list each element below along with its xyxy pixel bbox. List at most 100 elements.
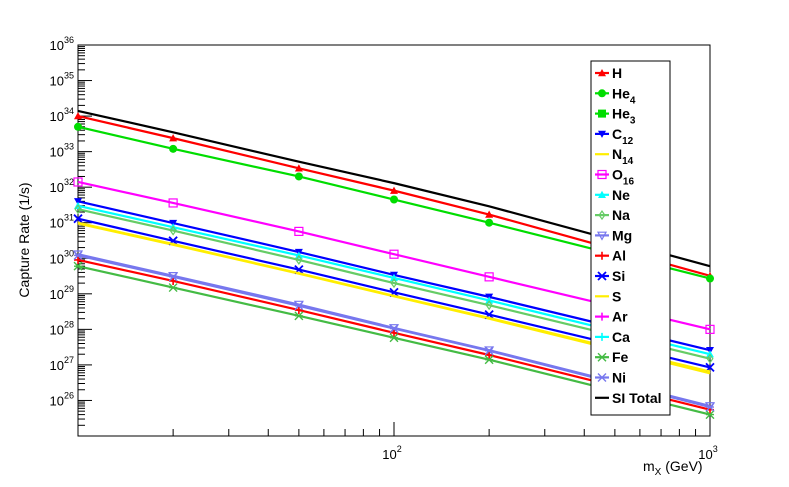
legend-entry: C12 [595,126,634,147]
series-he4 [74,122,714,283]
legend-entry: He3 [595,106,636,127]
data-point [390,273,398,282]
data-point [485,218,494,227]
y-tick-label: 1030 [50,248,74,266]
legend-marker [597,169,607,180]
data-point [169,144,178,153]
legend-label: Fe [612,349,629,365]
series-si-total [77,109,711,268]
data-point [390,328,398,337]
y-tick-label: 1026 [50,390,74,408]
legend-label: N14 [612,146,634,167]
data-point [705,402,715,412]
series-o16 [73,177,715,334]
legend-label: Na [612,207,630,223]
legend-entry: Ni [595,370,626,386]
data-point [74,112,82,120]
series-line [77,109,711,268]
series-line [77,217,711,369]
legend-entry: Al [595,248,626,264]
data-point [706,274,714,283]
legend-entry: N14 [595,146,634,167]
legend-marker [598,251,606,260]
series-line [77,221,711,373]
legend-entry: Ne [595,187,630,203]
data-point [294,226,304,237]
data-point [169,276,178,285]
y-tick-label: 1027 [50,355,74,373]
legend-marker [598,130,606,138]
data-point [168,272,178,282]
legend-entry: He4 [595,85,636,106]
data-point [169,225,177,236]
legend-entry: O16 [595,167,634,188]
legend-label: He4 [612,85,636,106]
data-point [73,214,83,224]
legend-entry: Ar [595,309,628,325]
legend-entry: Mg [595,227,632,243]
series-al [74,255,714,414]
data-point [294,306,303,315]
legend-entry: Ca [595,329,630,345]
y-axis-label: Capture Rate (1/s) [16,182,32,297]
legend-label: Ar [612,309,628,325]
series-line [77,115,711,277]
x-tick-label: 102 [382,444,401,462]
legend-entry: Na [595,207,630,223]
data-point [484,346,494,356]
y-tick-label: 1035 [50,71,74,89]
series-line [77,200,711,352]
legend-marker [598,190,606,198]
data-point [294,172,303,181]
data-point [705,410,715,420]
legend-entry: SI Total [595,390,662,406]
data-point [74,255,82,264]
data-point [484,272,494,282]
data-point [485,210,494,218]
data-point [73,261,83,271]
x-axis-ticks [77,422,697,436]
data-point [485,296,494,304]
series-na [74,204,714,364]
legend-label: SI Total [612,390,662,406]
legend-label: He3 [612,106,636,127]
legend-marker [597,352,607,362]
legend-marker [597,373,607,382]
legend-marker [596,231,608,241]
data-point [74,198,82,206]
data-point [390,195,398,204]
series-line [77,180,711,331]
data-point [294,311,304,321]
legend-marker [597,271,607,281]
legend-label: O16 [612,167,634,188]
data-point [485,351,494,360]
y-tick-label: 1029 [50,284,74,302]
legend-entry: H [595,65,622,81]
legend-label: Si [612,268,625,284]
data-point [484,355,494,365]
data-point [295,254,303,265]
data-point [389,249,399,259]
y-tick-label: 1031 [50,213,74,231]
legend-entry: Si [595,268,625,284]
legend-marker [598,332,606,341]
legend-label: Mg [612,227,632,243]
data-point [168,198,178,208]
series-fe [73,261,715,420]
y-tick-label: 1034 [50,106,74,124]
data-point [389,333,399,343]
data-point [73,177,83,187]
legend-label: Ni [612,370,626,386]
y-tick-label: 1028 [50,319,74,337]
legend-label: Al [612,248,626,264]
y-tick-label: 1036 [50,35,74,53]
data-point [73,250,83,260]
data-point [72,250,84,260]
legend-marker [598,89,606,98]
y-tick-label: 1032 [50,177,74,195]
data-point [294,301,304,311]
data-point [74,204,82,215]
x-tick-label: 103 [698,444,717,462]
